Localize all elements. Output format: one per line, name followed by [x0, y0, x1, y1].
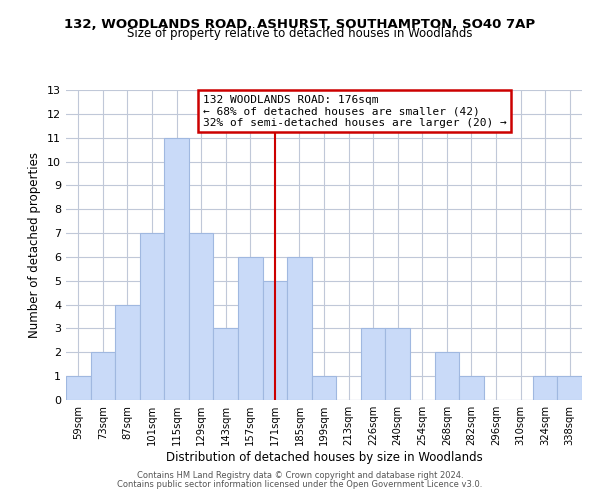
Y-axis label: Number of detached properties: Number of detached properties [28, 152, 41, 338]
Bar [361, 328, 385, 400]
Bar [66, 376, 91, 400]
Bar [385, 328, 410, 400]
Text: 132, WOODLANDS ROAD, ASHURST, SOUTHAMPTON, SO40 7AP: 132, WOODLANDS ROAD, ASHURST, SOUTHAMPTO… [64, 18, 536, 30]
Bar [557, 376, 582, 400]
Bar [263, 281, 287, 400]
Bar [238, 257, 263, 400]
Bar [312, 376, 336, 400]
Bar [533, 376, 557, 400]
Bar [189, 233, 214, 400]
Bar [140, 233, 164, 400]
Bar [91, 352, 115, 400]
X-axis label: Distribution of detached houses by size in Woodlands: Distribution of detached houses by size … [166, 451, 482, 464]
Bar [287, 257, 312, 400]
Bar [115, 304, 140, 400]
Text: Contains public sector information licensed under the Open Government Licence v3: Contains public sector information licen… [118, 480, 482, 489]
Bar [434, 352, 459, 400]
Bar [164, 138, 189, 400]
Text: Size of property relative to detached houses in Woodlands: Size of property relative to detached ho… [127, 28, 473, 40]
Text: Contains HM Land Registry data © Crown copyright and database right 2024.: Contains HM Land Registry data © Crown c… [137, 471, 463, 480]
Bar [214, 328, 238, 400]
Text: 132 WOODLANDS ROAD: 176sqm
← 68% of detached houses are smaller (42)
32% of semi: 132 WOODLANDS ROAD: 176sqm ← 68% of deta… [203, 94, 506, 128]
Bar [459, 376, 484, 400]
